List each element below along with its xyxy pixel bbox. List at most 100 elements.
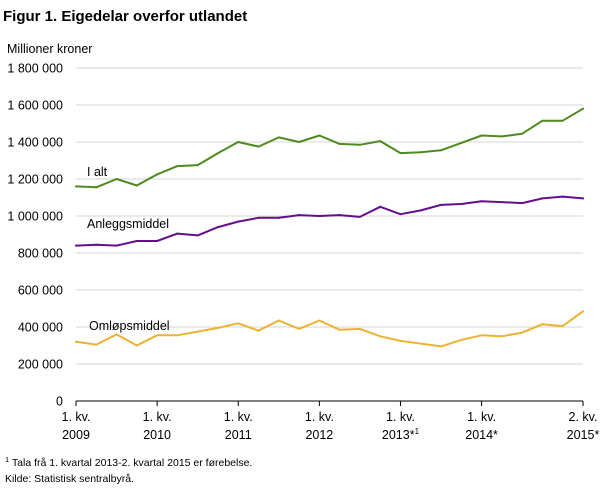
x-tick-year: 2011 (225, 428, 252, 442)
data-point (75, 244, 77, 247)
data-point (582, 107, 584, 110)
y-tick-label: 200 000 (18, 358, 63, 372)
series-label-fixed-assets: Anleggsmiddel (87, 217, 169, 231)
data-point (358, 327, 361, 330)
y-axis-unit-label: Millioner kroner (7, 42, 92, 56)
series-line-2 (75, 310, 584, 348)
x-tick-label-line1: 1. kv. (62, 410, 91, 424)
x-tick-year: 2009 (62, 428, 90, 442)
gridlines (76, 67, 583, 402)
data-point (135, 184, 138, 187)
y-tick-label: 1 200 000 (7, 173, 63, 187)
data-point (521, 132, 524, 135)
y-tick-label: 1 400 000 (7, 136, 63, 150)
y-tick-label: 1 600 000 (7, 99, 63, 113)
data-point (216, 326, 219, 329)
y-tick-label: 1 800 000 (7, 62, 63, 76)
x-tick-label-line1: 1. kv. (224, 410, 253, 424)
y-tick-label: 1 000 000 (7, 210, 63, 224)
x-axis-ticks: 1. kv. 2009 1. kv. 2010 1. kv. 2011 1. kv. 2012… (62, 401, 600, 442)
data-point (277, 136, 280, 139)
data-point (561, 195, 564, 198)
data-point (582, 310, 584, 313)
x-tick-year: 2015* (567, 428, 600, 442)
y-axis-ticks: 0 200 000 400 000 600 000 800 000 1 000 000 1 … (7, 62, 63, 409)
y-tick-label: 0 (56, 395, 63, 409)
x-tick-label-line2: 2013*1 (382, 427, 420, 442)
data-point (298, 141, 301, 143)
footnote-text: Tala frå 1. kvartal 2013-2. kvartal 2015… (9, 457, 252, 469)
data-point (75, 185, 77, 188)
data-point (196, 330, 199, 333)
data-point (216, 152, 219, 155)
series-line-1 (75, 195, 584, 247)
x-tick-label-line2: 2014* (465, 428, 498, 442)
data-point (115, 333, 118, 336)
x-tick-label-line1: 1. kv. (143, 410, 172, 424)
data-point (379, 335, 382, 338)
data-point (480, 334, 483, 337)
data-point (257, 329, 260, 332)
x-tick-label-line2: 2010 (143, 428, 171, 442)
data-point (399, 339, 402, 342)
data-point (298, 214, 301, 217)
data-point (480, 134, 483, 137)
x-tick-year: 2013* (382, 428, 415, 442)
data-point (500, 335, 503, 338)
x-tick-footnote-marker: 1 (415, 427, 420, 436)
data-point (561, 119, 564, 122)
data-point (176, 165, 179, 168)
data-point (176, 232, 179, 235)
x-tick-year: 2014* (465, 428, 498, 442)
x-tick-label-line2: 2012 (305, 428, 333, 442)
data-point (480, 200, 483, 203)
data-point (277, 216, 280, 219)
data-point (95, 186, 98, 189)
y-tick-label: 800 000 (18, 247, 63, 261)
data-point (419, 342, 422, 345)
data-point (95, 243, 98, 246)
footnote-marker: 1 (5, 455, 9, 464)
x-tick-label-line1: 2. kv. (569, 410, 598, 424)
chart-title: Figur 1. Eigedelar overfor utlandet (3, 8, 247, 25)
data-point (135, 344, 138, 347)
data-point (257, 216, 260, 219)
data-point (582, 197, 584, 200)
data-point (95, 343, 98, 346)
series-label-total: I alt (87, 165, 108, 179)
data-point (338, 142, 341, 145)
series-lines (75, 107, 584, 348)
data-point (500, 135, 503, 138)
x-tick-year: 2010 (143, 428, 171, 442)
data-point (460, 202, 463, 205)
x-tick-label-line2: 2011 (225, 428, 252, 442)
data-point (399, 213, 402, 216)
data-point (358, 143, 361, 146)
data-point (338, 328, 341, 331)
data-point (237, 141, 240, 143)
data-point (318, 134, 321, 137)
footnote: 1 Tala frå 1. kvartal 2013-2. kvartal 20… (5, 455, 252, 469)
data-point (318, 215, 321, 217)
data-point (379, 205, 382, 208)
data-point (419, 209, 422, 212)
x-tick-year: 2012 (305, 428, 333, 442)
data-point (338, 214, 341, 217)
data-point (318, 319, 321, 322)
data-point (541, 197, 544, 200)
data-point (440, 345, 443, 348)
data-point (216, 226, 219, 229)
data-point (541, 323, 544, 326)
data-point (399, 152, 402, 155)
data-point (460, 141, 463, 144)
series-line-0 (75, 107, 584, 189)
data-point (541, 119, 544, 122)
source-note: Kilde: Statistisk sentralbyrå. (5, 473, 134, 485)
data-point (135, 239, 138, 242)
x-tick-label-line1: 1. kv. (467, 410, 496, 424)
data-point (440, 149, 443, 152)
x-tick-label-line2: 2009 (62, 428, 90, 442)
data-point (561, 325, 564, 328)
data-point (379, 140, 382, 143)
